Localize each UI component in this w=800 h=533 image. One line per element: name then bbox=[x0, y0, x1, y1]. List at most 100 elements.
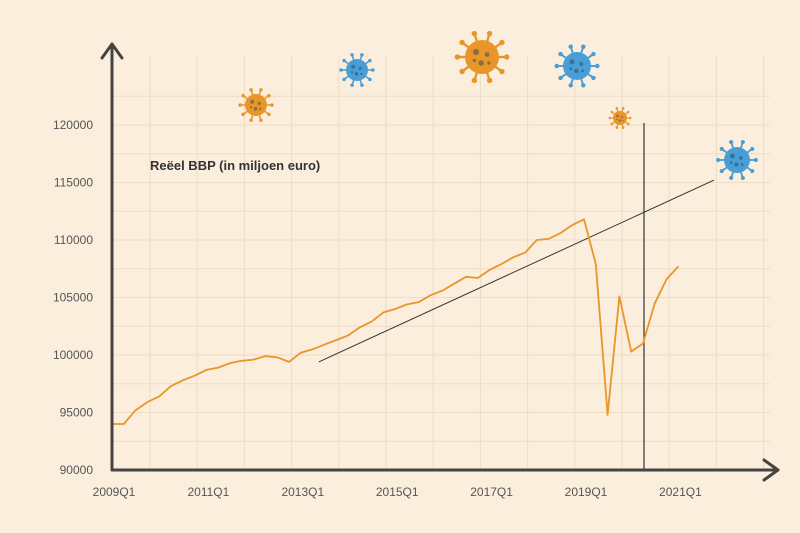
virus-spike-tip bbox=[626, 122, 630, 126]
virus-spike-tip bbox=[615, 126, 619, 129]
virus-spot bbox=[478, 60, 484, 66]
virus-icon bbox=[238, 88, 274, 122]
virus-spike-tip bbox=[342, 58, 346, 63]
grid bbox=[112, 55, 770, 470]
y-axis-arrow bbox=[100, 42, 124, 60]
virus-spike-tip bbox=[471, 30, 478, 37]
virus-spot bbox=[487, 61, 491, 65]
virus-spike-tip bbox=[270, 103, 274, 107]
virus-spike-tip bbox=[750, 168, 755, 174]
virus-spike-tip bbox=[750, 146, 755, 152]
virus-spike-tip bbox=[360, 53, 364, 57]
axes bbox=[100, 42, 780, 482]
virus-icon bbox=[716, 139, 758, 181]
y-tick-label: 120000 bbox=[53, 118, 93, 132]
virus-spot bbox=[569, 67, 573, 71]
y-tick-label: 90000 bbox=[60, 463, 94, 477]
x-axis-arrow bbox=[762, 458, 780, 482]
virus-spike-tip bbox=[610, 110, 614, 114]
virus-spike-tip bbox=[615, 107, 619, 110]
virus-spot bbox=[621, 115, 624, 118]
virus-spike-tip bbox=[626, 110, 630, 114]
virus-spike-tip bbox=[249, 118, 253, 122]
virus-spike-tip bbox=[621, 107, 625, 110]
virus-spike-tip bbox=[499, 39, 505, 46]
virus-spike-tip bbox=[568, 83, 573, 88]
virus-spot bbox=[259, 107, 262, 110]
virus-spot bbox=[581, 69, 584, 73]
virus-spot bbox=[250, 99, 255, 104]
virus-spike-tip bbox=[350, 53, 354, 57]
virus-spike-tip bbox=[558, 75, 563, 81]
virus-spot bbox=[574, 68, 579, 74]
virus-spot bbox=[579, 61, 584, 66]
virus-spike-tip bbox=[249, 88, 253, 92]
virus-spike-tip bbox=[360, 83, 364, 87]
virus-spike-tip bbox=[368, 58, 372, 63]
virus-spike-tip bbox=[729, 139, 734, 145]
x-tick-label: 2019Q1 bbox=[565, 485, 608, 499]
virus-spike-tip bbox=[729, 175, 734, 181]
virus-spike-tip bbox=[459, 39, 465, 46]
virus-body bbox=[724, 147, 750, 173]
virus-spot bbox=[360, 72, 363, 75]
virus-spike-tip bbox=[558, 51, 563, 57]
series-layer bbox=[112, 218, 680, 425]
x-tick-label: 2009Q1 bbox=[93, 485, 136, 499]
virus-spot bbox=[249, 106, 253, 109]
virus-spike-tip bbox=[554, 63, 559, 69]
x-tick-label: 2021Q1 bbox=[659, 485, 702, 499]
virus-spot bbox=[253, 107, 258, 111]
virus-body bbox=[563, 52, 591, 80]
virus-spike-tip bbox=[486, 30, 493, 37]
virus-spot bbox=[350, 71, 354, 74]
x-tick-label: 2015Q1 bbox=[376, 485, 419, 499]
virus-spot bbox=[739, 156, 743, 160]
virus-spike-tip bbox=[719, 168, 724, 174]
virus-spike-tip bbox=[591, 51, 596, 57]
virus-spike-tip bbox=[471, 77, 478, 84]
virus-body bbox=[465, 40, 499, 74]
virus-spike-tip bbox=[581, 44, 586, 49]
y-tick-label: 95000 bbox=[60, 406, 94, 420]
tick-labels: 90000 95000 100000 105000 110000 115000 120000… bbox=[53, 118, 702, 499]
virus-spike-tip bbox=[591, 75, 596, 81]
virus-spike-tip bbox=[339, 68, 343, 72]
virus-spike-tip bbox=[608, 116, 612, 120]
virus-spot bbox=[740, 163, 744, 166]
y-tick-label: 110000 bbox=[54, 233, 93, 247]
virus-spot bbox=[257, 101, 261, 105]
virus-spike-tip bbox=[719, 146, 724, 152]
virus-spike-tip bbox=[486, 77, 493, 84]
virus-spot bbox=[351, 64, 356, 69]
virus-spike-tip bbox=[581, 83, 586, 88]
y-tick-label: 115000 bbox=[54, 176, 93, 190]
virus-icons bbox=[238, 30, 758, 181]
virus-spike-tip bbox=[459, 68, 465, 75]
virus-icon bbox=[608, 107, 632, 129]
x-tick-label: 2011Q1 bbox=[187, 485, 229, 499]
virus-spot bbox=[569, 59, 575, 65]
virus-spike-tip bbox=[499, 68, 505, 75]
virus-spot bbox=[622, 119, 624, 122]
virus-icon bbox=[339, 53, 375, 87]
virus-spike-tip bbox=[716, 157, 721, 163]
virus-spot bbox=[729, 161, 733, 164]
virus-spike-tip bbox=[241, 93, 245, 98]
virus-body bbox=[613, 111, 627, 125]
y-tick-label: 105000 bbox=[53, 291, 93, 305]
virus-spike-tip bbox=[503, 54, 510, 60]
virus-spike-tip bbox=[267, 93, 271, 98]
virus-spot bbox=[618, 119, 621, 122]
virus-spike-tip bbox=[342, 77, 346, 82]
virus-spike-tip bbox=[350, 83, 354, 87]
x-tick-label: 2017Q1 bbox=[470, 485, 513, 499]
virus-spot bbox=[616, 118, 618, 121]
virus-spike-tip bbox=[610, 122, 614, 126]
virus-icon bbox=[454, 30, 510, 84]
virus-spike-tip bbox=[621, 126, 625, 129]
virus-spot bbox=[484, 52, 490, 57]
trend-line bbox=[318, 179, 715, 363]
virus-spike-tip bbox=[238, 103, 242, 107]
